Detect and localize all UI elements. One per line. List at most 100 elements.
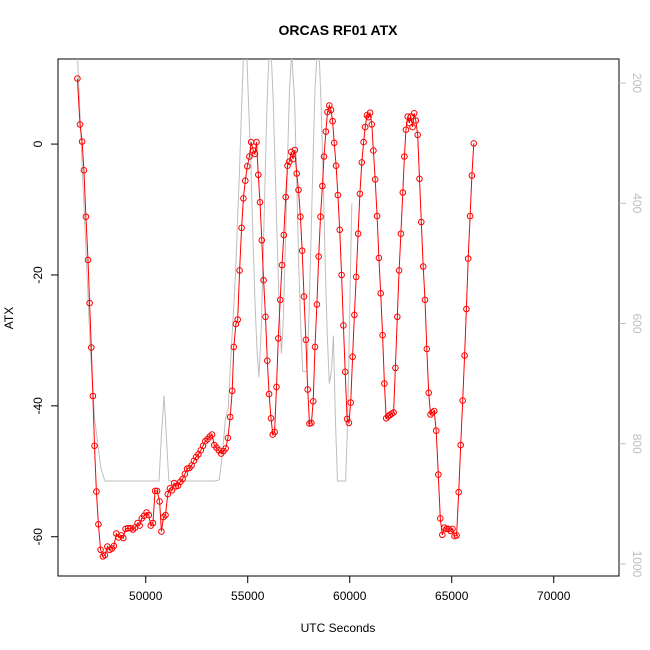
x-tick-label: 70000 [537, 589, 571, 603]
data-point [256, 199, 264, 206]
data-point [264, 357, 271, 365]
data-point [390, 409, 397, 416]
data-point [453, 532, 460, 539]
data-point [388, 410, 396, 418]
data-point [273, 383, 280, 391]
data-point [429, 409, 436, 416]
data-point [343, 415, 351, 423]
data-point [234, 316, 241, 323]
data-point [416, 175, 423, 183]
data-point [295, 186, 302, 194]
data-point [330, 139, 338, 147]
data-point [332, 162, 340, 169]
data-point [406, 119, 413, 127]
data-point [351, 311, 358, 319]
x-axis: 50000 55000 60000 65000 70000 [129, 576, 571, 603]
data-point [82, 213, 90, 220]
data-point [319, 182, 326, 190]
data-point [258, 237, 266, 244]
data-point [382, 415, 390, 422]
data-point [254, 171, 262, 179]
data-point [168, 487, 176, 494]
data-point [418, 218, 425, 226]
data-point [322, 128, 330, 135]
data-point [120, 534, 127, 542]
data-point [206, 433, 214, 440]
data-point [404, 113, 412, 120]
data-point [228, 387, 236, 395]
data-point [392, 364, 399, 372]
chart-title: ORCAS RF01 ATX [278, 22, 398, 38]
data-point [253, 138, 260, 146]
x-tick-label: 60000 [333, 589, 367, 603]
data-point [260, 276, 267, 284]
data-point [412, 117, 420, 124]
data-point [365, 113, 372, 121]
data-point [86, 299, 93, 307]
data-point [110, 542, 118, 550]
data-point [356, 190, 364, 198]
right-tick-label: 400 [630, 193, 644, 213]
data-point [238, 224, 245, 232]
data-point [373, 212, 381, 220]
data-point [327, 106, 335, 114]
data-point [313, 301, 321, 308]
data-point [162, 511, 169, 519]
data-point [136, 522, 143, 529]
data-point [370, 147, 377, 154]
data-point [437, 515, 444, 522]
data-point [409, 123, 416, 131]
data-point [151, 487, 159, 495]
data-point [336, 226, 344, 234]
data-point [435, 471, 442, 478]
data-point [153, 487, 161, 495]
data-point [455, 488, 463, 496]
data-point [360, 138, 367, 146]
data-point [379, 331, 386, 339]
data-point [449, 525, 456, 533]
data-point [432, 427, 440, 435]
data-point [430, 407, 438, 415]
data-point [267, 415, 275, 422]
data-point [88, 344, 95, 351]
data-point [236, 267, 243, 274]
y-tick-label: -60 [31, 528, 45, 546]
data-point [240, 195, 247, 202]
data-point [293, 170, 301, 177]
pressure-line [77, 59, 353, 482]
data-point [271, 428, 278, 436]
data-point [315, 253, 323, 260]
y-tick-label: -20 [31, 266, 45, 284]
data-point [439, 531, 446, 539]
data-point [459, 397, 467, 404]
data-point [202, 437, 209, 445]
data-point [470, 140, 478, 147]
plot-frame [57, 58, 620, 577]
data-point [423, 345, 431, 353]
data-point [300, 293, 308, 300]
data-point [84, 256, 92, 264]
data-point [179, 475, 186, 483]
data-point [262, 313, 269, 321]
data-point [425, 389, 433, 397]
data-point [366, 109, 374, 116]
data-point [427, 411, 434, 418]
data-point [309, 398, 317, 405]
y-tick-label: 0 [31, 140, 45, 147]
data-point [349, 353, 356, 361]
data-point [329, 117, 336, 125]
data-point [326, 102, 333, 109]
data-point [347, 399, 355, 406]
x-tick-label: 50000 [129, 589, 163, 603]
data-point [377, 290, 385, 297]
x-tick-label: 55000 [231, 589, 265, 603]
data-point [421, 296, 429, 304]
y-tick-label: -40 [31, 397, 45, 415]
data-point [358, 159, 366, 166]
data-point [156, 498, 163, 505]
atx-line [76, 78, 475, 558]
data-point [145, 511, 153, 519]
data-point [401, 153, 408, 160]
data-point [251, 150, 259, 158]
